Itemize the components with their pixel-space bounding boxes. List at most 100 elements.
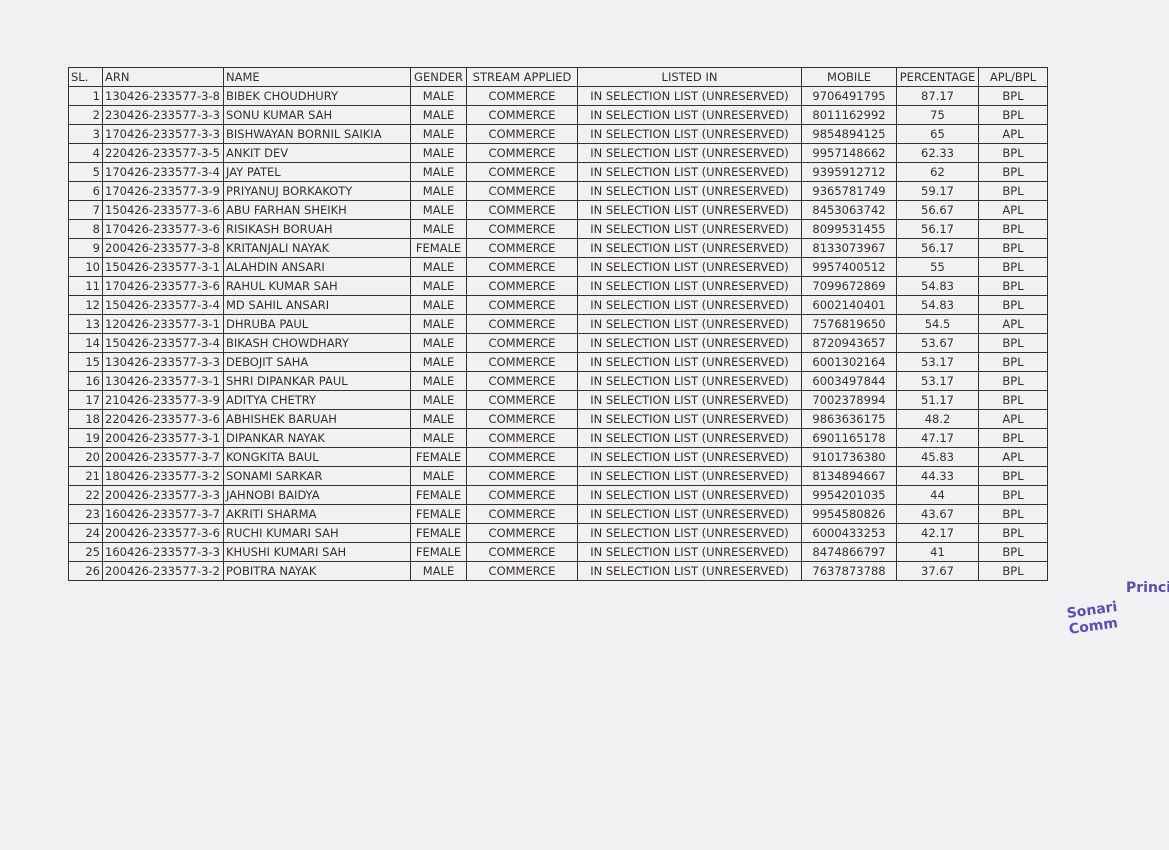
table-cell: MALE xyxy=(410,466,467,486)
table-cell: BPL xyxy=(978,352,1048,372)
table-cell: IN SELECTION LIST (UNRESERVED) xyxy=(577,295,802,315)
table-cell: 75 xyxy=(896,105,979,125)
table-cell: IN SELECTION LIST (UNRESERVED) xyxy=(577,200,802,220)
table-cell: 21 xyxy=(68,466,103,486)
table-cell: IN SELECTION LIST (UNRESERVED) xyxy=(577,276,802,296)
header-cell: ARN xyxy=(102,67,224,87)
table-cell: BPL xyxy=(978,238,1048,258)
table-cell: BPL xyxy=(978,390,1048,410)
table-cell: 56.17 xyxy=(896,219,979,239)
table-cell: BPL xyxy=(978,219,1048,239)
table-cell: DIPANKAR NAYAK xyxy=(223,428,411,448)
table-cell: 23 xyxy=(68,504,103,524)
table-cell: KHUSHI KUMARI SAH xyxy=(223,542,411,562)
table-cell: IN SELECTION LIST (UNRESERVED) xyxy=(577,504,802,524)
table-cell: JAY PATEL xyxy=(223,162,411,182)
table-cell: COMMERCE xyxy=(466,238,578,258)
table-cell: COMMERCE xyxy=(466,162,578,182)
table-cell: COMMERCE xyxy=(466,333,578,353)
table-cell: 7002378994 xyxy=(801,390,897,410)
table-cell: 170426-233577-3-3 xyxy=(102,124,224,144)
table-cell: FEMALE xyxy=(410,523,467,543)
table-cell: IN SELECTION LIST (UNRESERVED) xyxy=(577,238,802,258)
table-cell: SHRI DIPANKAR PAUL xyxy=(223,371,411,391)
table-cell: COMMERCE xyxy=(466,447,578,467)
table-cell: FEMALE xyxy=(410,485,467,505)
table-cell: 210426-233577-3-9 xyxy=(102,390,224,410)
table-cell: IN SELECTION LIST (UNRESERVED) xyxy=(577,409,802,429)
table-row: 5 170426-233577-3-4 JAY PATEL MALE COMMERCE I… xyxy=(68,162,1048,182)
table-cell: FEMALE xyxy=(410,447,467,467)
table-cell: COMMERCE xyxy=(466,143,578,163)
table-cell: APL xyxy=(978,200,1048,220)
table-cell: IN SELECTION LIST (UNRESERVED) xyxy=(577,371,802,391)
table-cell: 6000433253 xyxy=(801,523,897,543)
table-cell: COMMERCE xyxy=(466,409,578,429)
table-cell: IN SELECTION LIST (UNRESERVED) xyxy=(577,466,802,486)
table-cell: 130426-233577-3-3 xyxy=(102,352,224,372)
table-row: 14 150426-233577-3-4 BIKASH CHOWDHARY MALE C… xyxy=(68,333,1048,353)
table-cell: BPL xyxy=(978,371,1048,391)
table-cell: COMMERCE xyxy=(466,504,578,524)
table-cell: MALE xyxy=(410,409,467,429)
header-cell: PERCENTAGE xyxy=(896,67,979,87)
table-cell: 20 xyxy=(68,447,103,467)
table-cell: 26 xyxy=(68,561,103,581)
table-cell: IN SELECTION LIST (UNRESERVED) xyxy=(577,447,802,467)
table-cell: 170426-233577-3-9 xyxy=(102,181,224,201)
table-cell: 54.83 xyxy=(896,295,979,315)
header-cell: GENDER xyxy=(410,67,467,87)
table-cell: BPL xyxy=(978,333,1048,353)
table-cell: 3 xyxy=(68,124,103,144)
table-cell: 180426-233577-3-2 xyxy=(102,466,224,486)
table-cell: MALE xyxy=(410,105,467,125)
table-row: 18 220426-233577-3-6 ABHISHEK BARUAH MALE CO… xyxy=(68,409,1048,429)
table-cell: BPL xyxy=(978,86,1048,106)
table-cell: RUCHI KUMARI SAH xyxy=(223,523,411,543)
table-row: 10 150426-233577-3-1 ALAHDIN ANSARI MALE COM… xyxy=(68,257,1048,277)
table-cell: BIKASH CHOWDHARY xyxy=(223,333,411,353)
table-cell: BPL xyxy=(978,504,1048,524)
table-cell: 220426-233577-3-6 xyxy=(102,409,224,429)
table-cell: 53.17 xyxy=(896,352,979,372)
table-cell: 9706491795 xyxy=(801,86,897,106)
table-cell: BPL xyxy=(978,181,1048,201)
table-cell: COMMERCE xyxy=(466,86,578,106)
table-cell: 130426-233577-3-1 xyxy=(102,371,224,391)
table-cell: MALE xyxy=(410,276,467,296)
table-cell: MALE xyxy=(410,428,467,448)
table-row: 24 200426-233577-3-6 RUCHI KUMARI SAH FEMAL… xyxy=(68,523,1048,543)
table-cell: 17 xyxy=(68,390,103,410)
table-cell: IN SELECTION LIST (UNRESERVED) xyxy=(577,143,802,163)
table-cell: 230426-233577-3-3 xyxy=(102,105,224,125)
table-row: 1 130426-233577-3-8 BIBEK CHOUDHURY MALE COM… xyxy=(68,86,1048,106)
table-cell: 55 xyxy=(896,257,979,277)
table-cell: AKRITI SHARMA xyxy=(223,504,411,524)
table-cell: 48.2 xyxy=(896,409,979,429)
table-cell: COMMERCE xyxy=(466,314,578,334)
header-cell: NAME xyxy=(223,67,411,87)
table-cell: IN SELECTION LIST (UNRESERVED) xyxy=(577,181,802,201)
table-cell: IN SELECTION LIST (UNRESERVED) xyxy=(577,561,802,581)
table-cell: 19 xyxy=(68,428,103,448)
table-cell: 14 xyxy=(68,333,103,353)
table-cell: 9957148662 xyxy=(801,143,897,163)
table-cell: FEMALE xyxy=(410,238,467,258)
table-cell: 53.17 xyxy=(896,371,979,391)
table-cell: 51.17 xyxy=(896,390,979,410)
table-cell: 7637873788 xyxy=(801,561,897,581)
table-cell: IN SELECTION LIST (UNRESERVED) xyxy=(577,485,802,505)
table-cell: 8099531455 xyxy=(801,219,897,239)
table-cell: 8 xyxy=(68,219,103,239)
table-cell: COMMERCE xyxy=(466,428,578,448)
table-cell: 160426-233577-3-3 xyxy=(102,542,224,562)
table-row: 23 160426-233577-3-7 AKRITI SHARMA FEMALE CO… xyxy=(68,504,1048,524)
table-cell: IN SELECTION LIST (UNRESERVED) xyxy=(577,542,802,562)
table-row: 3 170426-233577-3-3 BISHWAYAN BORNIL SAIKI… xyxy=(68,124,1048,144)
table-cell: 220426-233577-3-5 xyxy=(102,143,224,163)
table-cell: IN SELECTION LIST (UNRESERVED) xyxy=(577,86,802,106)
header-row: SL. ARN NAME GENDER STREAM APPLIED LISTED IN M… xyxy=(68,67,1048,87)
table-cell: BPL xyxy=(978,162,1048,182)
table-cell: 9954201035 xyxy=(801,485,897,505)
table-cell: 10 xyxy=(68,257,103,277)
